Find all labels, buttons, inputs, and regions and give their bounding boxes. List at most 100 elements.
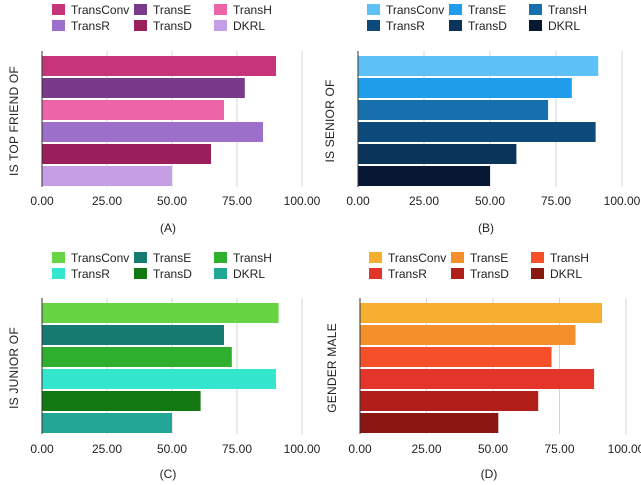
x-tick-label: 0.00 [30,442,54,456]
bar-transe [42,78,245,98]
bar-transh [358,100,549,120]
bar-transr [358,122,596,142]
x-tick-label: 25.00 [92,194,122,208]
legend: TransConv TransE TransH TransR TransD DKRL [367,3,587,33]
x-tick-label: 50.00 [157,194,187,208]
legend-swatch [529,4,542,15]
legend-label: TransD [468,19,507,33]
bar-transe [360,325,576,345]
legend: TransConv TransE TransH TransR TransD DKRL [52,251,272,281]
legend-label: TransH [233,3,272,17]
legend-swatch [531,268,544,279]
chart-panel-3: TransConv TransE TransH TransR TransD DKRL 0.0… [7,251,321,481]
legend: TransConv TransE TransH TransR TransD DKRL [369,251,589,281]
legend-swatch [214,20,227,31]
x-tick-label: 0.00 [346,194,370,208]
panel-caption: (D) [481,467,498,481]
x-tick-label: 25.00 [411,442,441,456]
legend-label: TransH [550,251,589,265]
y-axis-label: IS SENIOR OF [323,79,337,162]
legend-swatch [369,252,382,263]
x-tick-label: 100.00 [608,442,641,456]
legend-swatch [52,252,65,263]
x-tick-label: 100.00 [284,194,321,208]
legend-label: TransD [153,19,192,33]
legend-swatch [52,268,65,279]
legend-swatch [367,4,380,15]
legend-swatch [214,252,227,263]
bar-dkrl [42,166,172,186]
legend-label: TransR [386,19,425,33]
legend-swatch [134,252,147,263]
legend-swatch [214,268,227,279]
legend-label: DKRL [550,267,582,281]
legend-swatch [451,252,464,263]
legend-label: DKRL [233,267,265,281]
panel-caption: (C) [160,467,177,481]
legend-label: TransConv [386,3,444,17]
legend-swatch [52,4,65,15]
legend-label: TransR [71,19,110,33]
bar-transd [42,391,201,411]
x-tick-label: 100.00 [284,442,321,456]
x-tick-label: 75.00 [541,194,571,208]
x-tick-label: 50.00 [475,194,505,208]
bar-transconv [42,56,276,76]
legend-swatch [367,20,380,31]
legend-swatch [449,4,462,15]
bar-transe [42,325,224,345]
legend-swatch [52,20,65,31]
chart-panel-2: TransConv TransE TransH TransR TransD DKRL 0.0… [323,3,641,235]
bar-transe [358,78,572,98]
legend-swatch [134,4,147,15]
legend-swatch [214,4,227,15]
x-tick-label: 75.00 [222,194,252,208]
legend-label: TransH [548,3,587,17]
bar-transr [360,369,595,389]
legend-label: TransH [233,251,272,265]
legend-swatch [449,20,462,31]
x-tick-label: 25.00 [92,442,122,456]
x-tick-label: 50.00 [478,442,508,456]
legend-label: TransD [153,267,192,281]
x-tick-label: 100.00 [604,194,641,208]
legend-label: TransConv [71,251,129,265]
panel-caption: (B) [478,221,494,235]
legend-swatch [531,252,544,263]
bar-transd [358,144,517,164]
bar-transh [360,347,552,367]
bar-transr [42,369,276,389]
bar-transconv [358,56,599,76]
x-tick-label: 25.00 [409,194,439,208]
legend-label: TransR [388,267,427,281]
x-tick-label: 75.00 [222,442,252,456]
legend-swatch [529,20,542,31]
legend-swatch [134,268,147,279]
bar-transd [42,144,211,164]
legend-label: TransE [470,251,508,265]
legend-label: TransD [470,267,509,281]
bar-transconv [360,303,603,323]
y-axis-label: IS JUNIOR OF [7,327,21,409]
chart-panel-4: TransConv TransE TransH TransR TransD DKRL 0.0… [325,251,641,481]
x-tick-label: 0.00 [30,194,54,208]
x-tick-label: 75.00 [544,442,574,456]
legend-label: TransConv [388,251,446,265]
bar-transh [42,347,232,367]
bar-dkrl [360,413,499,433]
bar-transr [42,122,263,142]
bar-transd [360,391,539,411]
bar-dkrl [42,413,172,433]
x-tick-label: 0.00 [348,442,372,456]
y-axis-label: IS TOP FRIEND OF [7,66,21,176]
legend-label: DKRL [233,19,265,33]
bar-transh [42,100,224,120]
bar-transconv [42,303,279,323]
legend-label: DKRL [548,19,580,33]
legend-label: TransR [71,267,110,281]
legend-label: TransE [468,3,506,17]
legend: TransConv TransE TransH TransR TransD DKRL [52,3,272,33]
x-tick-label: 50.00 [157,442,187,456]
legend-label: TransE [153,3,191,17]
